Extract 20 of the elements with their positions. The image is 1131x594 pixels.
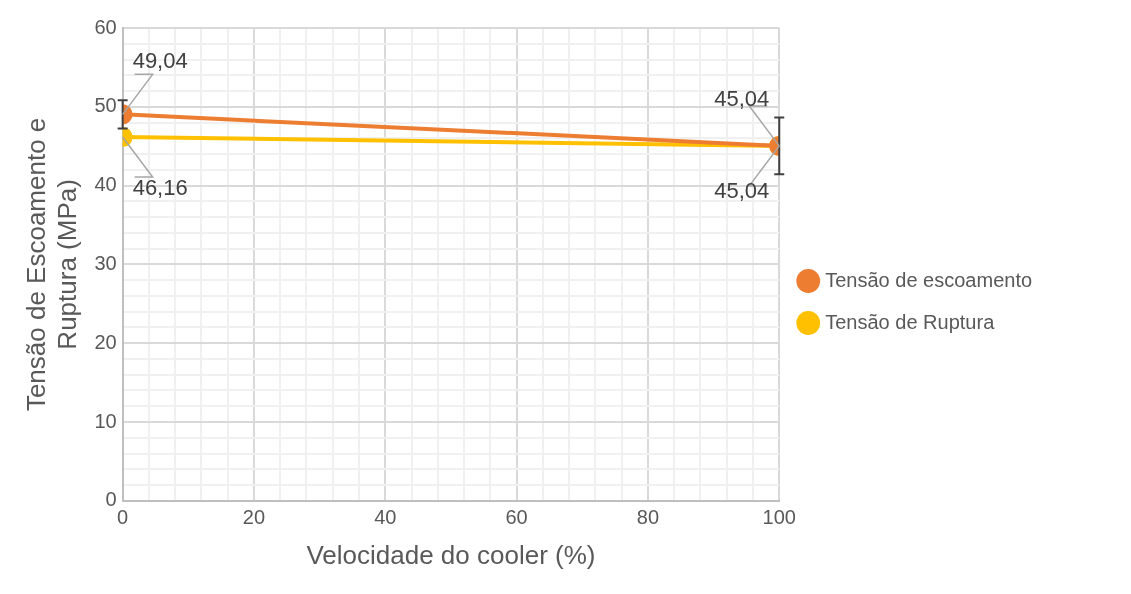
x-tick-label: 20 — [242, 506, 266, 529]
x-tick-label: 80 — [636, 506, 660, 529]
x-tick-label: 40 — [374, 506, 397, 529]
data-label: 45,04 — [714, 85, 770, 111]
y-tick-label: 20 — [94, 330, 117, 353]
y-tick-label: 0 — [105, 488, 117, 511]
y-tick-label: 10 — [94, 409, 117, 432]
y-tick-label: 60 — [94, 15, 117, 38]
data-label: 45,04 — [714, 177, 770, 203]
x-tick-label: 60 — [505, 506, 528, 529]
legend-label: Tensão de escoamento — [825, 268, 1033, 291]
x-axis-title: Velocidade do cooler (%) — [306, 539, 596, 570]
legend-label: Tensão de Ruptura — [825, 310, 996, 333]
y-tick-label: 50 — [94, 94, 117, 117]
data-label: 46,16 — [132, 175, 188, 201]
x-tick-label: 100 — [762, 506, 796, 529]
y-tick-label: 30 — [94, 251, 117, 274]
y-tick-label: 40 — [94, 173, 117, 196]
data-label: 49,04 — [132, 48, 188, 74]
y-axis-title: Tensão de Escoamento e Ruptura (MPa) — [20, 117, 82, 412]
